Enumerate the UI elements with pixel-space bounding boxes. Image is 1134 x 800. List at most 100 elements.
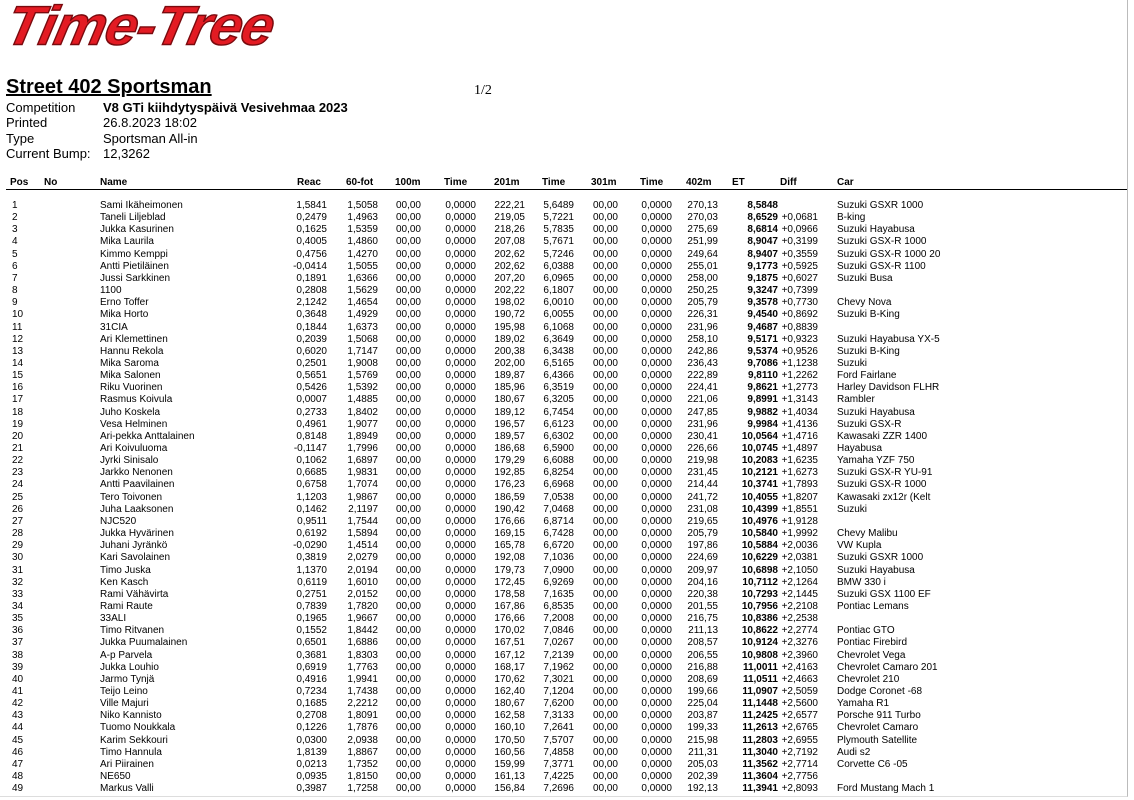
cell-m301: 00,00 [592,345,618,357]
cell-m402: 201,55 [687,600,718,612]
cell-t201: 6,6123 [543,418,574,430]
cell-t301: 0,0000 [641,394,672,406]
cell-m402: 270,03 [687,212,718,224]
cell-diff: +2,7192 [781,746,818,758]
cell-f60: 1,5769 [347,370,378,382]
cell-name: Karim Sekkouri [100,734,168,746]
cell-m402: 270,13 [687,200,718,211]
cell-car: Suzuki GSX-R 1000 20 [837,248,941,260]
cell-reac: 0,7234 [296,686,327,697]
cell-reac: 0,2808 [296,285,327,297]
cell-t301: 0,0000 [641,515,672,527]
cell-t201: 5,7835 [543,224,574,236]
cell-t301: 0,0000 [641,771,672,783]
page-number: 1/2 [474,83,492,98]
cell-diff: +1,8551 [781,503,818,515]
cell-f60: 1,4270 [347,248,378,260]
cell-m301: 00,00 [592,321,618,333]
cell-diff: +2,0036 [781,540,818,552]
cell-diff: +2,6577 [781,710,818,722]
cell-t201: 6,7454 [543,406,574,418]
cell-f60: 1,6010 [347,576,378,588]
cell-m100: 00,00 [395,430,421,442]
cell-t301: 0,0000 [641,345,672,357]
cell-et: 10,7293 [741,588,778,600]
cell-diff: +2,1264 [781,576,818,588]
cell-m402: 224,69 [687,552,718,564]
cell-pos: 43 [12,710,24,722]
cell-diff: +0,0681 [781,212,818,224]
cell-m402: 211,13 [688,625,718,637]
cell-name: Niko Kannisto [100,710,162,722]
cell-m201: 176,66 [494,613,525,625]
cell-diff: +2,0381 [781,552,818,564]
column-header: 60-fot [346,177,374,188]
cell-m201: 189,02 [494,333,525,345]
cell-t301: 0,0000 [641,746,672,758]
cell-pos: 49 [12,783,24,795]
cell-t100: 0,0000 [445,552,476,564]
cell-t201: 6,6968 [543,479,574,491]
cell-diff: +1,6273 [781,467,818,479]
cell-pos: 47 [12,758,24,770]
cell-m201: 179,29 [494,455,525,467]
cell-m301: 00,00 [592,285,618,297]
cell-f60: 1,9008 [347,357,378,369]
cell-m201: 170,50 [494,734,525,746]
cell-diff: +0,5925 [781,260,818,272]
cell-t100: 0,0000 [445,588,476,600]
cell-name: Erno Toffer [100,297,149,309]
cell-m100: 00,00 [395,734,421,746]
cell-m201: 189,12 [494,406,525,418]
cell-m301: 00,00 [592,710,618,722]
cell-m402: 258,10 [687,333,718,345]
cell-reac: 0,5651 [296,370,327,382]
cell-f60: 1,4963 [347,212,378,224]
cell-m100: 00,00 [395,418,421,430]
cell-t301: 0,0000 [641,418,672,430]
cell-et: 10,3741 [741,479,778,491]
cell-t301: 0,0000 [641,321,672,333]
cell-reac: 0,3987 [296,783,327,795]
cell-t301: 0,0000 [641,382,672,394]
cell-pos: 21 [12,443,24,454]
cell-et: 8,9047 [747,236,778,248]
cell-pos: 26 [12,503,24,515]
cell-diff: +1,4897 [781,443,818,454]
cell-t301: 0,0000 [641,758,672,770]
cell-t201: 6,5165 [543,357,574,369]
cell-diff: +1,2773 [781,382,818,394]
cell-m201: 180,67 [494,394,525,406]
cell-m201: 202,00 [494,357,525,369]
cell-reac: 0,8148 [296,430,327,442]
cell-reac: 0,3648 [296,309,327,321]
cell-reac: 0,6685 [296,467,327,479]
cell-f60: 2,0152 [347,588,378,600]
cell-f60: 1,9831 [347,467,378,479]
cell-diff: +2,3276 [781,637,818,649]
cell-reac: 0,6192 [296,528,327,540]
cell-reac: 0,2039 [296,333,327,345]
cell-pos: 24 [12,479,24,491]
cell-et: 10,4055 [741,491,778,503]
cell-et: 10,8622 [741,625,778,637]
cell-reac: 1,8139 [296,746,327,758]
cell-m301: 00,00 [592,224,618,236]
cell-et: 11,2613 [742,722,778,734]
cell-m100: 00,00 [395,467,421,479]
cell-m201: 218,26 [494,224,525,236]
cell-diff: +2,1050 [781,564,818,576]
cell-t201: 7,4225 [543,771,574,783]
cell-t301: 0,0000 [641,673,672,685]
cell-t201: 5,7246 [543,248,574,260]
cell-m201: 200,38 [494,345,525,357]
cell-car: Suzuki [837,503,868,515]
cell-t301: 0,0000 [641,600,672,612]
cell-m402: 241,72 [687,491,718,503]
cell-t201: 6,1807 [543,285,574,297]
cell-reac: 0,2479 [296,212,327,224]
cell-reac: -0,0290 [293,540,327,552]
cell-m201: 167,12 [494,649,525,661]
cell-name: Jarkko Nenonen [100,467,173,479]
cell-t301: 0,0000 [641,661,672,673]
